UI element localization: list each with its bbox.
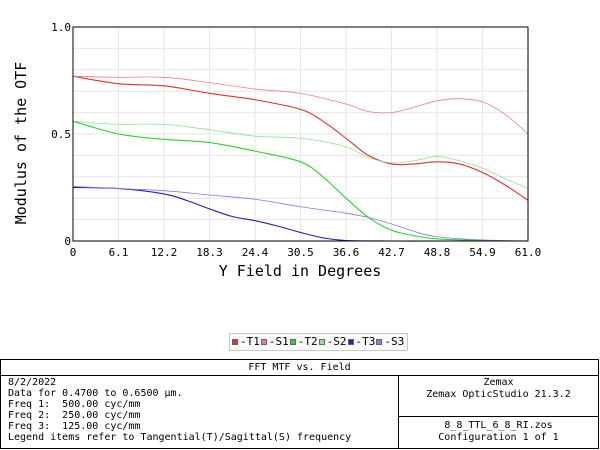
- file-info: 8_8_TTL_6_8_RI.zos Configuration 1 of 1: [399, 417, 598, 448]
- software-info: Zemax Zemax OpticStudio 21.3.2: [399, 375, 598, 417]
- info-box: FFT MTF vs. Field 8/2/2022 Data for 0.47…: [0, 359, 599, 449]
- x-tick-label: 42.7: [378, 246, 405, 259]
- frequency-2: Freq 2: 250.00 cyc/mm: [8, 410, 141, 421]
- legend-swatch-icon: [318, 339, 325, 345]
- x-tick-label: 6.1: [109, 246, 129, 259]
- legend-swatch-icon: [347, 339, 354, 345]
- y-axis-label: Modulus of the OTF: [12, 62, 30, 225]
- configuration-label: Configuration 1 of 1: [438, 432, 559, 443]
- legend-item-t2: -T2: [289, 334, 318, 350]
- series-line-t1: [72, 75, 529, 201]
- legend-label: -S3: [384, 335, 405, 348]
- y-tick-label: 0: [64, 235, 71, 248]
- x-tick-label: 48.8: [424, 246, 451, 259]
- analysis-date: 8/2/2022: [8, 377, 57, 388]
- series-line-t2: [72, 120, 529, 242]
- wavelength-range: Data for 0.4700 to 0.6500 µm.: [8, 388, 183, 399]
- legend-item-s1: -S1: [260, 334, 289, 350]
- file-name: 8_8_TTL_6_8_RI.zos: [444, 420, 553, 431]
- legend-label: -T3: [355, 335, 376, 348]
- frequency-1: Freq 1: 500.00 cyc/mm: [8, 399, 141, 410]
- analysis-title: FFT MTF vs. Field: [1, 360, 598, 376]
- y-tick-label: 1.0: [51, 21, 71, 34]
- series-line-s2: [72, 120, 529, 189]
- legend-swatch-icon: [289, 339, 296, 345]
- legend-label: -T2: [297, 335, 318, 348]
- series-line-s1: [72, 75, 529, 135]
- company-name: Zemax: [483, 377, 514, 388]
- x-axis-label: Y Field in Degrees: [219, 262, 382, 280]
- mtf-chart: 0 6.1 12.2 18.3 24.4 30.5 36.6 42.7 48.8 54.9 61.0…: [12, 21, 541, 280]
- plot-frame: [72, 26, 529, 242]
- x-tick-label: 61.0: [515, 246, 542, 259]
- x-tick-label: 36.6: [333, 246, 360, 259]
- frequency-3: Freq 3: 125.00 cyc/mm: [8, 421, 141, 432]
- legend-swatch-icon: [232, 339, 238, 345]
- x-tick-label: 18.3: [196, 246, 223, 259]
- tick-labels: 0 6.1 12.2 18.3 24.4 30.5 36.6 42.7 48.8 54.9 61.0…: [51, 21, 541, 259]
- legend-item-s2: -S2: [318, 334, 347, 350]
- software-version: Zemax OpticStudio 21.3.2: [426, 389, 571, 400]
- legend-label: -S1: [268, 335, 289, 348]
- legend-label: -S2: [326, 335, 347, 348]
- legend-note: Legend items refer to Tangential(T)/Sagi…: [8, 432, 352, 443]
- analysis-details: 8/2/2022 Data for 0.4700 to 0.6500 µm. F…: [1, 375, 399, 448]
- chart-grid: [72, 26, 529, 242]
- x-tick-label: 0: [70, 246, 77, 259]
- legend-item-t3: -T3: [347, 334, 376, 350]
- x-tick-label: 54.9: [469, 246, 496, 259]
- y-tick-label: 0.5: [51, 128, 71, 141]
- x-tick-label: 30.5: [287, 246, 314, 259]
- chart-legend: -T1 -S1 -T2 -S2 -T3 -S3: [229, 333, 409, 351]
- legend-label: -T1: [240, 335, 260, 348]
- series-line-s3: [72, 186, 529, 242]
- legend-item-t1: -T1: [232, 334, 260, 350]
- legend-swatch-icon: [376, 339, 383, 345]
- x-tick-label: 24.4: [242, 246, 269, 259]
- legend-item-s3: -S3: [376, 334, 404, 350]
- legend-swatch-icon: [260, 339, 267, 345]
- x-tick-label: 12.2: [151, 246, 178, 259]
